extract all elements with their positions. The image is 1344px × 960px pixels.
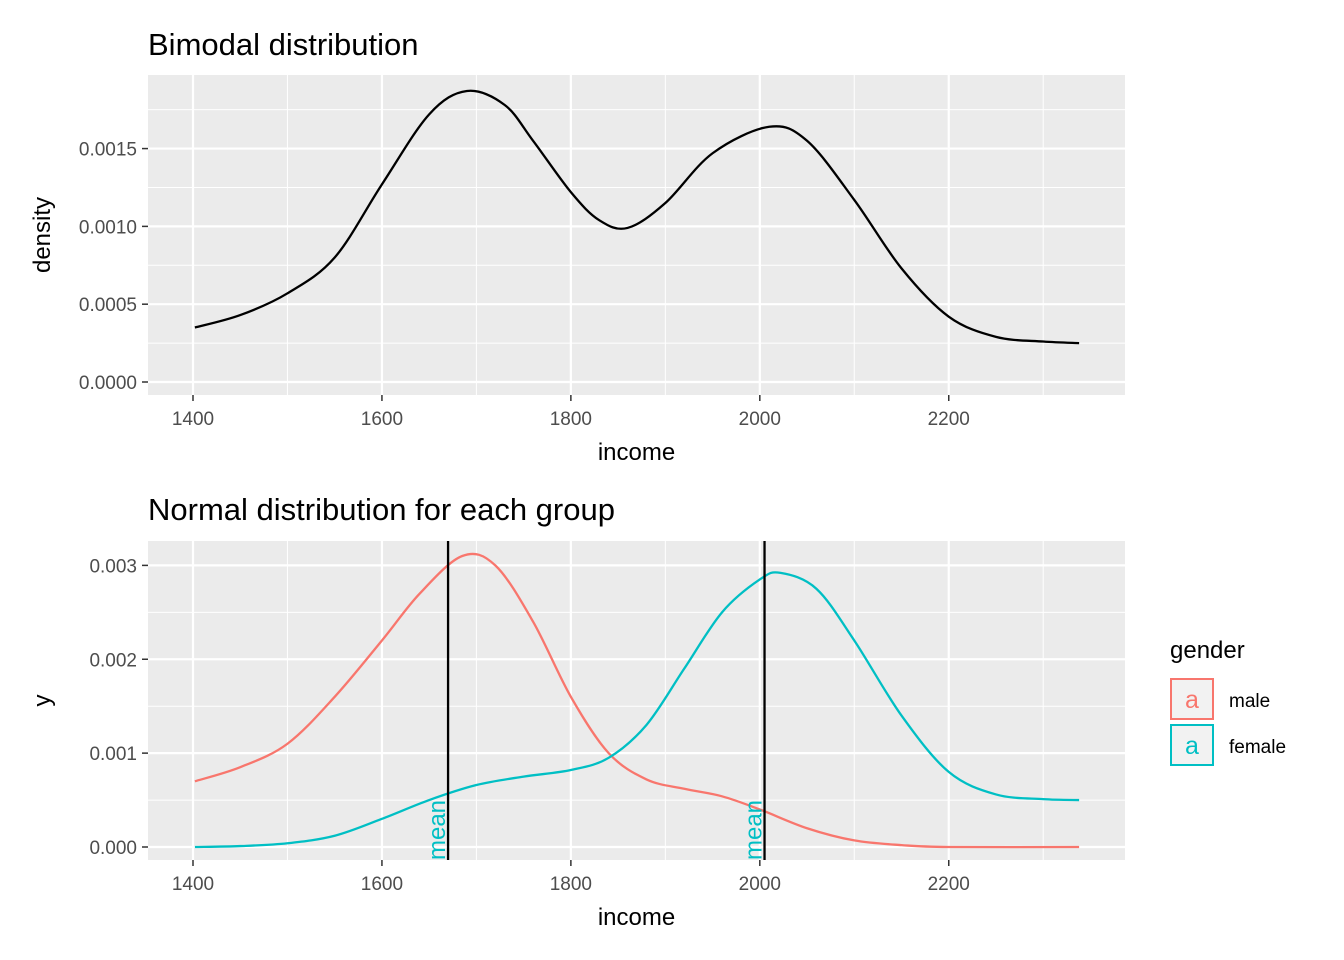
y-tick-label: 0.0000 <box>79 373 137 394</box>
panel-background <box>148 541 1125 860</box>
x-tick-label: 2200 <box>928 874 970 895</box>
mean-annotation: mean <box>741 800 768 860</box>
y-tick-label: 0.002 <box>89 650 137 671</box>
legend-key-glyph: a <box>1185 686 1199 714</box>
chart-title: Normal distribution for each group <box>148 492 615 527</box>
legend-item-female: a female <box>1170 724 1286 766</box>
chart-title: Bimodal distribution <box>148 27 419 62</box>
mean-annotation: mean <box>424 800 451 860</box>
y-tick-label: 0.000 <box>89 838 137 859</box>
chart-panel-1: 1400 1600 1800 2000 2200 0.0000 0.0005 0.0010 0.… <box>29 27 1125 466</box>
x-tick-label: 1400 <box>172 874 214 895</box>
y-tick-label: 0.0015 <box>79 140 137 161</box>
series-line-density-1 <box>194 89 1080 345</box>
x-tick-label: 1600 <box>361 874 403 895</box>
x-tick-label: 2200 <box>928 409 970 430</box>
legend-label: female <box>1229 737 1286 758</box>
x-tick-label: 2000 <box>739 409 781 430</box>
y-tick-label: 0.0005 <box>79 295 137 316</box>
legend-key-glyph: a <box>1185 732 1199 760</box>
y-tick-label: 0.001 <box>89 744 137 765</box>
x-tick-label: 1800 <box>550 409 592 430</box>
series-line-male <box>194 552 1080 849</box>
y-tick-label: 0.003 <box>89 556 137 577</box>
chart-panel-2: 1400 1600 1800 2000 2200 0.000 0.001 0.002 0.003… <box>29 492 1286 931</box>
legend-key <box>1170 724 1214 766</box>
x-tick-label: 1600 <box>361 409 403 430</box>
legend-label: male <box>1229 691 1270 712</box>
x-tick-label: 1400 <box>172 409 214 430</box>
series-line-female <box>194 571 1080 849</box>
x-tick-label: 1800 <box>550 874 592 895</box>
legend-key <box>1170 678 1214 720</box>
x-axis-title: income <box>598 439 675 466</box>
panel-background <box>148 75 1125 395</box>
x-tick-label: 2000 <box>739 874 781 895</box>
legend: gender a male a female <box>1170 637 1286 766</box>
y-axis-title: y <box>29 695 56 707</box>
y-axis-title: density <box>29 197 56 273</box>
legend-item-male: a male <box>1170 678 1270 720</box>
x-axis-title: income <box>598 904 675 931</box>
y-tick-label: 0.0010 <box>79 217 137 238</box>
legend-title: gender <box>1170 637 1245 664</box>
